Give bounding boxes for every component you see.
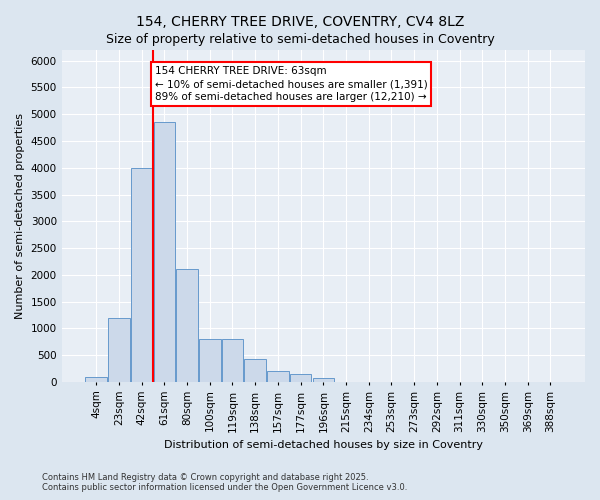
Text: 154 CHERRY TREE DRIVE: 63sqm
← 10% of semi-detached houses are smaller (1,391)
8: 154 CHERRY TREE DRIVE: 63sqm ← 10% of se… xyxy=(155,66,428,102)
X-axis label: Distribution of semi-detached houses by size in Coventry: Distribution of semi-detached houses by … xyxy=(164,440,483,450)
Bar xyxy=(267,371,289,382)
Text: 154, CHERRY TREE DRIVE, COVENTRY, CV4 8LZ: 154, CHERRY TREE DRIVE, COVENTRY, CV4 8L… xyxy=(136,15,464,29)
Bar xyxy=(199,339,221,382)
Bar xyxy=(108,318,130,382)
Text: Contains HM Land Registry data © Crown copyright and database right 2025.
Contai: Contains HM Land Registry data © Crown c… xyxy=(42,473,407,492)
Y-axis label: Number of semi-detached properties: Number of semi-detached properties xyxy=(15,113,25,319)
Bar xyxy=(154,122,175,382)
Bar xyxy=(131,168,152,382)
Bar xyxy=(222,339,243,382)
Bar xyxy=(313,378,334,382)
Bar xyxy=(85,376,107,382)
Bar xyxy=(244,359,266,382)
Bar xyxy=(290,374,311,382)
Text: Size of property relative to semi-detached houses in Coventry: Size of property relative to semi-detach… xyxy=(106,32,494,46)
Bar xyxy=(176,270,198,382)
